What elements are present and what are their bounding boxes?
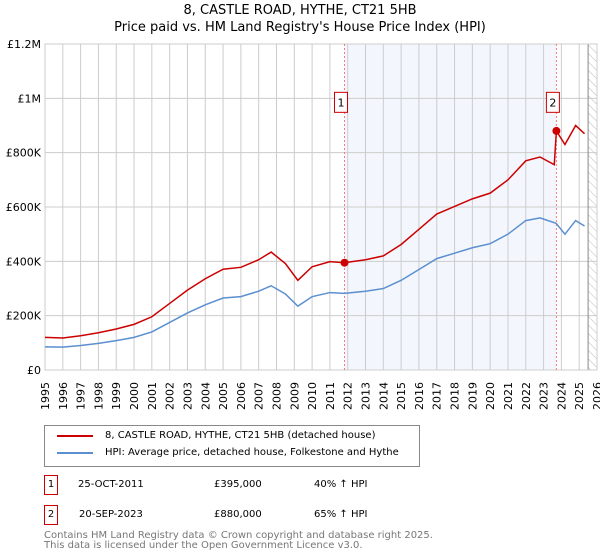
sale-point [552,126,561,135]
x-tick-label: 2015 [395,382,408,410]
sale-date: 20-SEP-2023 [79,509,143,520]
x-tick-label: 2006 [235,382,248,410]
x-tick-label: 2003 [181,382,194,410]
legend-property: 8, CASTLE ROAD, HYTHE, CT21 5HB (detache… [105,430,376,441]
sale-marker-label: 2 [549,96,556,109]
sale-marker-label: 2 [44,505,58,525]
x-tick-label: 2002 [164,382,177,410]
x-tick-label: 1998 [92,382,105,410]
y-tick-label: £400K [6,255,42,268]
x-tick-label: 2012 [342,382,355,410]
x-tick-label: 2001 [146,382,159,410]
sale-point [340,258,349,267]
x-tick-label: 1995 [39,382,52,410]
y-tick-label: £1M [18,92,42,105]
y-tick-label: £0 [27,364,41,377]
x-tick-label: 1999 [110,382,123,410]
sale-marker-label: 1 [338,96,345,109]
y-tick-label: £1.2M [7,38,41,51]
sale-date: 25-OCT-2011 [78,479,144,490]
y-tick-label: £800K [6,147,42,160]
property-price-line [44,124,586,339]
footer-licence: This data is licensed under the Open Gov… [44,540,363,551]
x-tick-label: 2005 [217,382,230,410]
x-tick-label: 2004 [199,382,212,410]
x-tick-label: 2014 [377,382,390,410]
sale-marker-box [545,91,560,113]
chart-title: 8, CASTLE ROAD, HYTHE, CT21 5HB [183,3,417,18]
x-tick-label: 2016 [413,382,426,410]
sale-price: £880,000 [214,509,262,520]
x-tick-label: 2019 [466,382,479,410]
legend-swatch-hpi [57,451,93,454]
legend: 8, CASTLE ROAD, HYTHE, CT21 5HB (detache… [44,425,420,467]
x-tick-label: 2008 [270,382,283,410]
legend-hpi: HPI: Average price, detached house, Folk… [105,447,399,458]
x-tick-label: 2021 [502,382,515,410]
x-tick-label: 2013 [360,382,373,410]
chart-subtitle: Price paid vs. HM Land Registry's House … [114,20,486,35]
y-tick-label: £200K [6,310,42,323]
x-tick-label: 2018 [449,382,462,410]
x-tick-label: 2024 [555,382,568,410]
sale-hpi: 65% ↑ HPI [314,509,368,520]
footer-copyright: Contains HM Land Registry data © Crown c… [44,530,433,541]
sale-price: £395,000 [214,479,262,490]
x-tick-label: 2025 [573,382,586,410]
x-tick-label: 1996 [57,382,70,410]
sale-marker-label: 1 [44,475,58,495]
x-tick-label: 2026 [591,382,600,410]
x-tick-label: 2011 [324,382,337,410]
x-tick-label: 2010 [306,382,319,410]
plot-frame [44,43,598,371]
x-tick-label: 2017 [431,382,444,410]
x-tick-label: 2022 [520,382,533,410]
x-tick-label: 2007 [253,382,266,410]
legend-swatch-property [57,434,93,437]
x-tick-label: 2009 [288,382,301,410]
hpi-line [44,217,585,348]
sale-hpi: 40% ↑ HPI [314,479,368,490]
footer: Contains HM Land Registry data © Crown c… [44,531,433,551]
x-tick-label: 2023 [538,382,551,410]
x-tick-label: 1997 [75,382,88,410]
price-chart: 1995 1996 1997 1998 1999 2000 2001 2002 2003 2004… [6,38,600,410]
x-tick-label: 2000 [128,382,141,410]
sale-marker-box [334,91,349,113]
y-tick-label: £600K [6,201,42,214]
x-tick-label: 2020 [484,382,497,410]
